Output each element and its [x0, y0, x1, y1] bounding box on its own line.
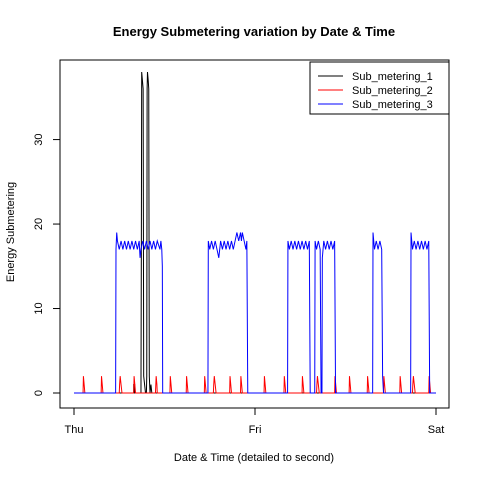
- x-axis-label: Date & Time (detailed to second): [174, 452, 334, 464]
- legend-label-sub-metering-2: Sub_metering_2: [352, 85, 433, 97]
- series-line-sub-metering-2: [74, 376, 436, 394]
- y-tick-label: 0: [33, 390, 45, 396]
- y-tick-label: 10: [33, 302, 45, 314]
- legend-label-sub-metering-3: Sub_metering_3: [352, 99, 433, 111]
- x-tick-label: Sat: [428, 424, 445, 436]
- series-line-sub-metering-3: [74, 232, 436, 394]
- x-tick-label: Fri: [249, 424, 262, 436]
- y-tick-label: 30: [33, 133, 45, 145]
- legend-box: [309, 61, 450, 115]
- legend: Sub_metering_1 Sub_metering_2 Sub_metering…: [309, 61, 450, 115]
- chart-title: Energy Submetering variation by Date & T…: [113, 24, 395, 39]
- x-axis: Thu Fri Sat: [65, 407, 445, 436]
- legend-label-sub-metering-1: Sub_metering_1: [352, 71, 433, 83]
- y-axis-label: Energy Submetering: [5, 182, 17, 282]
- y-axis: 0 10 20 30: [33, 133, 61, 396]
- series-line-sub-metering-1: [74, 71, 436, 394]
- y-tick-label: 20: [33, 218, 45, 230]
- series-layer: [74, 71, 436, 394]
- x-tick-label: Thu: [65, 424, 84, 436]
